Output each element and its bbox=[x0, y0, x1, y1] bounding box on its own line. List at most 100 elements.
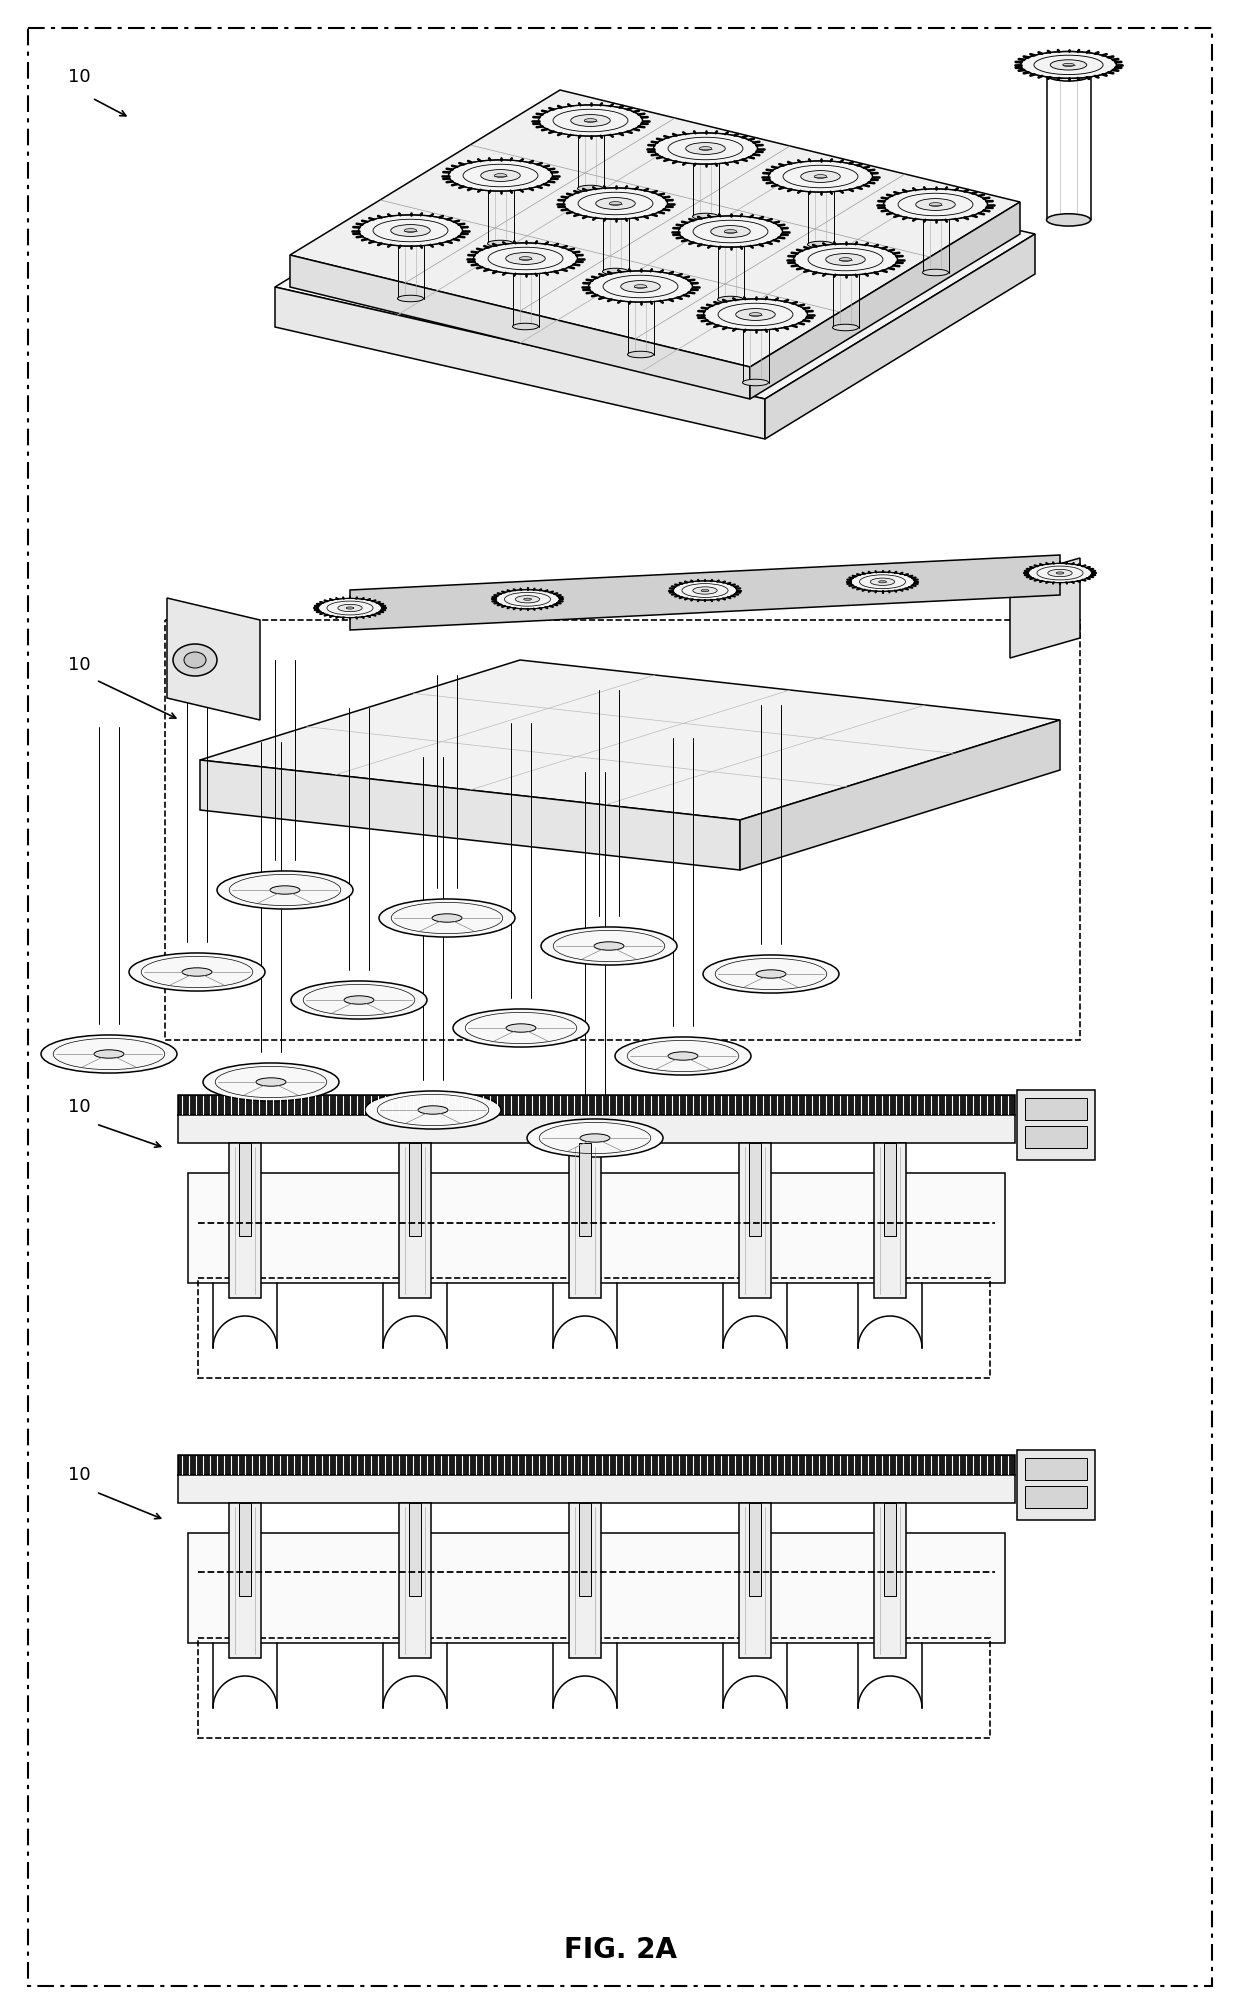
Ellipse shape bbox=[512, 264, 538, 270]
Bar bbox=[1025, 1458, 1087, 1480]
Ellipse shape bbox=[379, 898, 515, 937]
Ellipse shape bbox=[883, 189, 987, 220]
Bar bbox=[884, 1502, 897, 1595]
Bar bbox=[399, 1144, 432, 1297]
Ellipse shape bbox=[668, 1051, 698, 1059]
Bar bbox=[179, 1116, 1016, 1144]
Bar bbox=[239, 1502, 250, 1595]
Ellipse shape bbox=[603, 207, 629, 215]
Bar bbox=[874, 1144, 906, 1297]
Ellipse shape bbox=[627, 350, 653, 358]
Ellipse shape bbox=[609, 201, 621, 205]
Bar bbox=[239, 1144, 250, 1237]
Ellipse shape bbox=[512, 324, 538, 330]
Ellipse shape bbox=[563, 187, 667, 220]
Ellipse shape bbox=[255, 1077, 286, 1086]
Text: FIG. 2A: FIG. 2A bbox=[563, 1935, 677, 1964]
Ellipse shape bbox=[718, 296, 744, 302]
Ellipse shape bbox=[365, 1092, 501, 1130]
Text: 10: 10 bbox=[68, 1466, 91, 1484]
Ellipse shape bbox=[1047, 68, 1090, 81]
Ellipse shape bbox=[851, 572, 915, 592]
Ellipse shape bbox=[923, 209, 949, 215]
Ellipse shape bbox=[578, 125, 604, 131]
Bar bbox=[179, 1096, 1016, 1116]
Polygon shape bbox=[275, 288, 765, 439]
Ellipse shape bbox=[129, 953, 265, 991]
Bar bbox=[198, 1637, 990, 1738]
Ellipse shape bbox=[1063, 62, 1074, 66]
Bar bbox=[165, 620, 1080, 1039]
Ellipse shape bbox=[174, 644, 217, 677]
Ellipse shape bbox=[578, 185, 604, 191]
Ellipse shape bbox=[506, 252, 546, 264]
Polygon shape bbox=[740, 719, 1060, 870]
Ellipse shape bbox=[699, 147, 712, 151]
Ellipse shape bbox=[603, 268, 629, 274]
Bar bbox=[874, 1502, 906, 1658]
Ellipse shape bbox=[749, 312, 761, 316]
Ellipse shape bbox=[692, 213, 718, 220]
Bar bbox=[399, 1502, 432, 1658]
Ellipse shape bbox=[703, 298, 807, 330]
Ellipse shape bbox=[879, 580, 887, 582]
Ellipse shape bbox=[516, 596, 539, 602]
Bar bbox=[579, 1502, 591, 1595]
Ellipse shape bbox=[673, 580, 737, 600]
Ellipse shape bbox=[589, 272, 692, 302]
Ellipse shape bbox=[627, 292, 653, 298]
Ellipse shape bbox=[182, 969, 212, 977]
Ellipse shape bbox=[807, 181, 833, 187]
Bar bbox=[739, 1502, 771, 1658]
Ellipse shape bbox=[693, 586, 717, 594]
Ellipse shape bbox=[1047, 213, 1090, 226]
Ellipse shape bbox=[743, 320, 769, 326]
Ellipse shape bbox=[523, 598, 532, 600]
Text: 10: 10 bbox=[68, 657, 91, 675]
Ellipse shape bbox=[653, 133, 758, 163]
Ellipse shape bbox=[527, 1120, 663, 1156]
Ellipse shape bbox=[615, 1037, 751, 1075]
Polygon shape bbox=[167, 598, 260, 719]
Bar bbox=[229, 1502, 260, 1658]
Polygon shape bbox=[350, 556, 1060, 630]
Ellipse shape bbox=[541, 926, 677, 965]
Ellipse shape bbox=[398, 296, 424, 302]
Text: 10: 10 bbox=[68, 1098, 91, 1116]
Polygon shape bbox=[275, 123, 1035, 399]
Ellipse shape bbox=[358, 215, 463, 246]
Ellipse shape bbox=[929, 203, 941, 205]
Ellipse shape bbox=[398, 236, 424, 242]
Ellipse shape bbox=[743, 379, 769, 387]
Bar bbox=[579, 1144, 591, 1237]
Ellipse shape bbox=[703, 955, 839, 993]
Bar bbox=[188, 1172, 1004, 1283]
Ellipse shape bbox=[711, 226, 750, 238]
Ellipse shape bbox=[474, 244, 578, 274]
Bar bbox=[739, 1144, 771, 1297]
Ellipse shape bbox=[203, 1063, 339, 1102]
Bar bbox=[1017, 1090, 1095, 1160]
Bar bbox=[409, 1502, 422, 1595]
Ellipse shape bbox=[495, 173, 507, 177]
Ellipse shape bbox=[404, 230, 417, 232]
Bar bbox=[1017, 1450, 1095, 1521]
Ellipse shape bbox=[718, 236, 744, 244]
Ellipse shape bbox=[678, 215, 782, 248]
Polygon shape bbox=[290, 91, 1021, 367]
Ellipse shape bbox=[1021, 52, 1116, 79]
Ellipse shape bbox=[1048, 570, 1073, 576]
Ellipse shape bbox=[735, 308, 775, 320]
Ellipse shape bbox=[418, 1106, 448, 1114]
Ellipse shape bbox=[756, 971, 786, 979]
Ellipse shape bbox=[815, 175, 827, 179]
Ellipse shape bbox=[487, 179, 513, 187]
Ellipse shape bbox=[481, 169, 521, 181]
Bar bbox=[1025, 1126, 1087, 1148]
Ellipse shape bbox=[1028, 564, 1092, 582]
Ellipse shape bbox=[506, 1023, 536, 1033]
Ellipse shape bbox=[449, 159, 553, 191]
Ellipse shape bbox=[832, 324, 858, 330]
Polygon shape bbox=[290, 256, 750, 399]
Ellipse shape bbox=[769, 161, 873, 191]
